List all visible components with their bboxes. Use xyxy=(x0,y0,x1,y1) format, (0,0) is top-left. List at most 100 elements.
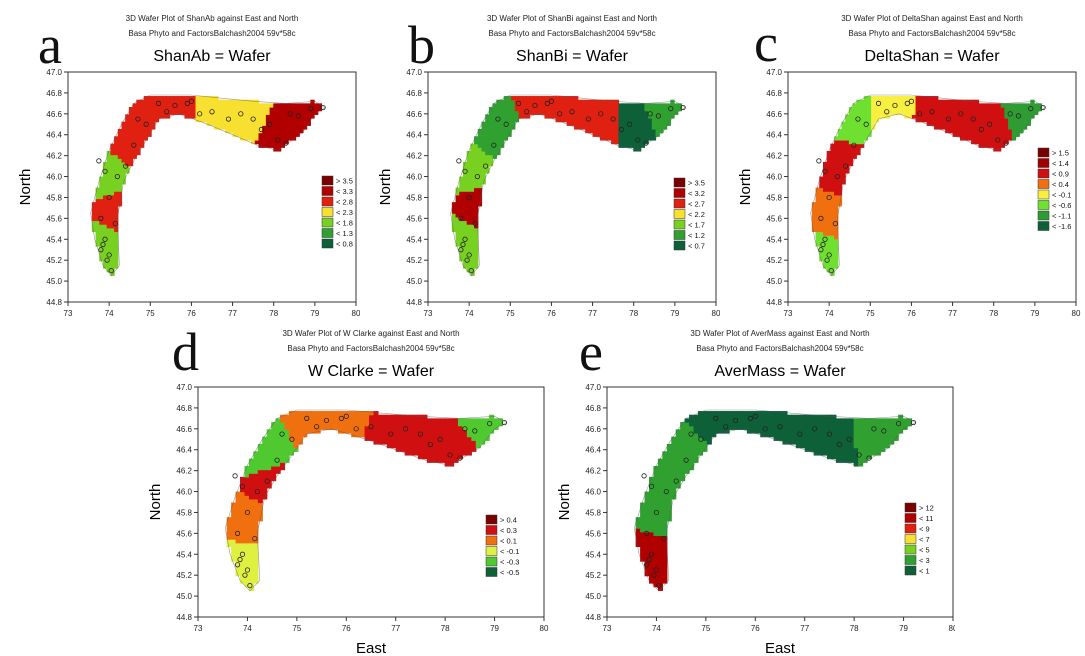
sample-point xyxy=(1007,111,1013,117)
y-tick-label: 45.0 xyxy=(46,277,62,286)
sample-point xyxy=(585,116,592,122)
legend-label: < -1.1 xyxy=(1052,212,1071,221)
sample-point xyxy=(108,268,114,274)
legend-swatch xyxy=(1037,210,1050,221)
legend-swatch xyxy=(1037,158,1050,168)
y-tick-label: 47.0 xyxy=(46,68,62,77)
y-axis-label: North xyxy=(17,169,34,206)
sample-point xyxy=(816,158,822,164)
sample-point xyxy=(680,104,686,111)
panel-letter: b xyxy=(408,15,435,75)
y-tick-label: 46.6 xyxy=(46,110,62,119)
y-tick-label: 46.6 xyxy=(585,425,601,434)
sample-point xyxy=(836,441,842,448)
x-tick-label: 79 xyxy=(310,309,319,318)
y-tick-label: 46.4 xyxy=(176,446,192,455)
y-tick-label: 44.8 xyxy=(406,298,422,307)
wafer-surface xyxy=(811,96,1043,276)
y-tick-label: 46.8 xyxy=(766,89,782,98)
sample-point xyxy=(247,583,253,589)
x-tick-label: 76 xyxy=(547,309,556,318)
sample-point xyxy=(929,109,935,115)
sample-point xyxy=(917,111,923,117)
legend-swatch xyxy=(673,209,686,219)
sample-point xyxy=(846,436,852,442)
y-tick-label: 45.8 xyxy=(766,193,782,202)
caption-line-1: 3D Wafer Plot of ShanBi against East and… xyxy=(486,14,657,23)
sample-point xyxy=(824,257,830,263)
y-tick-label: 45.2 xyxy=(406,256,422,265)
y-tick-label: 45.0 xyxy=(176,592,192,601)
sample-point xyxy=(863,121,869,127)
legend-swatch xyxy=(673,240,686,251)
sample-point xyxy=(417,431,424,437)
legend: > 3.5< 3.2 < 2.7< 2.2 < 1.7< 1.2 < 0.7 xyxy=(673,177,705,251)
sample-point xyxy=(653,509,660,516)
sample-point xyxy=(250,116,256,122)
x-tick-label: 77 xyxy=(391,624,400,633)
x-tick-label: 77 xyxy=(948,309,957,318)
x-tick-label: 74 xyxy=(825,309,834,318)
legend-swatch xyxy=(485,535,498,546)
sample-point xyxy=(131,142,137,148)
sample-point xyxy=(532,102,538,109)
sample-point xyxy=(234,530,241,536)
sample-point xyxy=(308,105,314,112)
sample-point xyxy=(648,551,655,557)
sample-point xyxy=(635,137,641,143)
y-tick-label: 45.2 xyxy=(585,571,601,580)
sample-point xyxy=(266,121,273,127)
sample-point xyxy=(264,478,270,484)
legend-swatch xyxy=(1037,200,1050,210)
x-axis-label: East xyxy=(356,640,387,656)
y-tick-label: 45.6 xyxy=(176,529,192,538)
sample-point xyxy=(458,215,464,221)
legend-swatch xyxy=(321,186,334,196)
y-tick-label: 46.2 xyxy=(766,152,782,161)
legend-swatch xyxy=(1037,189,1050,200)
sample-point xyxy=(164,109,170,115)
chart-title: AverMass = Wafer xyxy=(714,363,846,380)
sample-point xyxy=(843,163,849,169)
lake-outline xyxy=(90,94,326,277)
sample-point xyxy=(884,109,890,115)
sample-point xyxy=(388,431,394,437)
sample-point xyxy=(197,111,203,117)
x-tick-label: 79 xyxy=(490,624,499,633)
sample-point xyxy=(238,111,244,117)
y-tick-label: 46.8 xyxy=(585,404,601,413)
legend-swatch xyxy=(673,230,686,240)
legend-label: < 9 xyxy=(919,525,930,534)
sample-point xyxy=(1028,105,1034,112)
legend-swatch xyxy=(904,565,917,576)
caption-line-1: 3D Wafer Plot of DeltaShan against East … xyxy=(841,14,1023,23)
x-tick-label: 74 xyxy=(105,309,114,318)
y-tick-label: 45.4 xyxy=(176,550,192,559)
sample-point xyxy=(548,98,555,104)
sample-point xyxy=(871,426,877,432)
x-tick-label: 78 xyxy=(269,309,278,318)
sample-point xyxy=(826,431,833,437)
sample-point xyxy=(427,441,433,448)
legend-label: > 3.5 xyxy=(688,179,705,188)
y-axis-label: North xyxy=(147,484,164,521)
sample-point xyxy=(460,241,466,248)
x-tick-label: 78 xyxy=(441,624,450,633)
sample-point xyxy=(402,426,409,432)
legend-swatch xyxy=(673,198,686,209)
sample-point xyxy=(524,109,530,115)
sample-point xyxy=(225,116,232,122)
sample-point xyxy=(688,431,694,437)
y-tick-label: 45.8 xyxy=(176,508,192,517)
legend-label: < 1 xyxy=(919,567,930,576)
sample-point xyxy=(98,215,104,221)
sample-point xyxy=(472,428,478,434)
x-tick-label: 76 xyxy=(187,309,196,318)
sample-point xyxy=(648,483,655,489)
sample-point xyxy=(353,426,359,432)
sample-point xyxy=(458,247,464,253)
sample-point xyxy=(646,556,652,563)
sample-point xyxy=(732,417,739,424)
x-tick-label: 75 xyxy=(292,624,301,633)
x-tick-label: 74 xyxy=(243,624,252,633)
